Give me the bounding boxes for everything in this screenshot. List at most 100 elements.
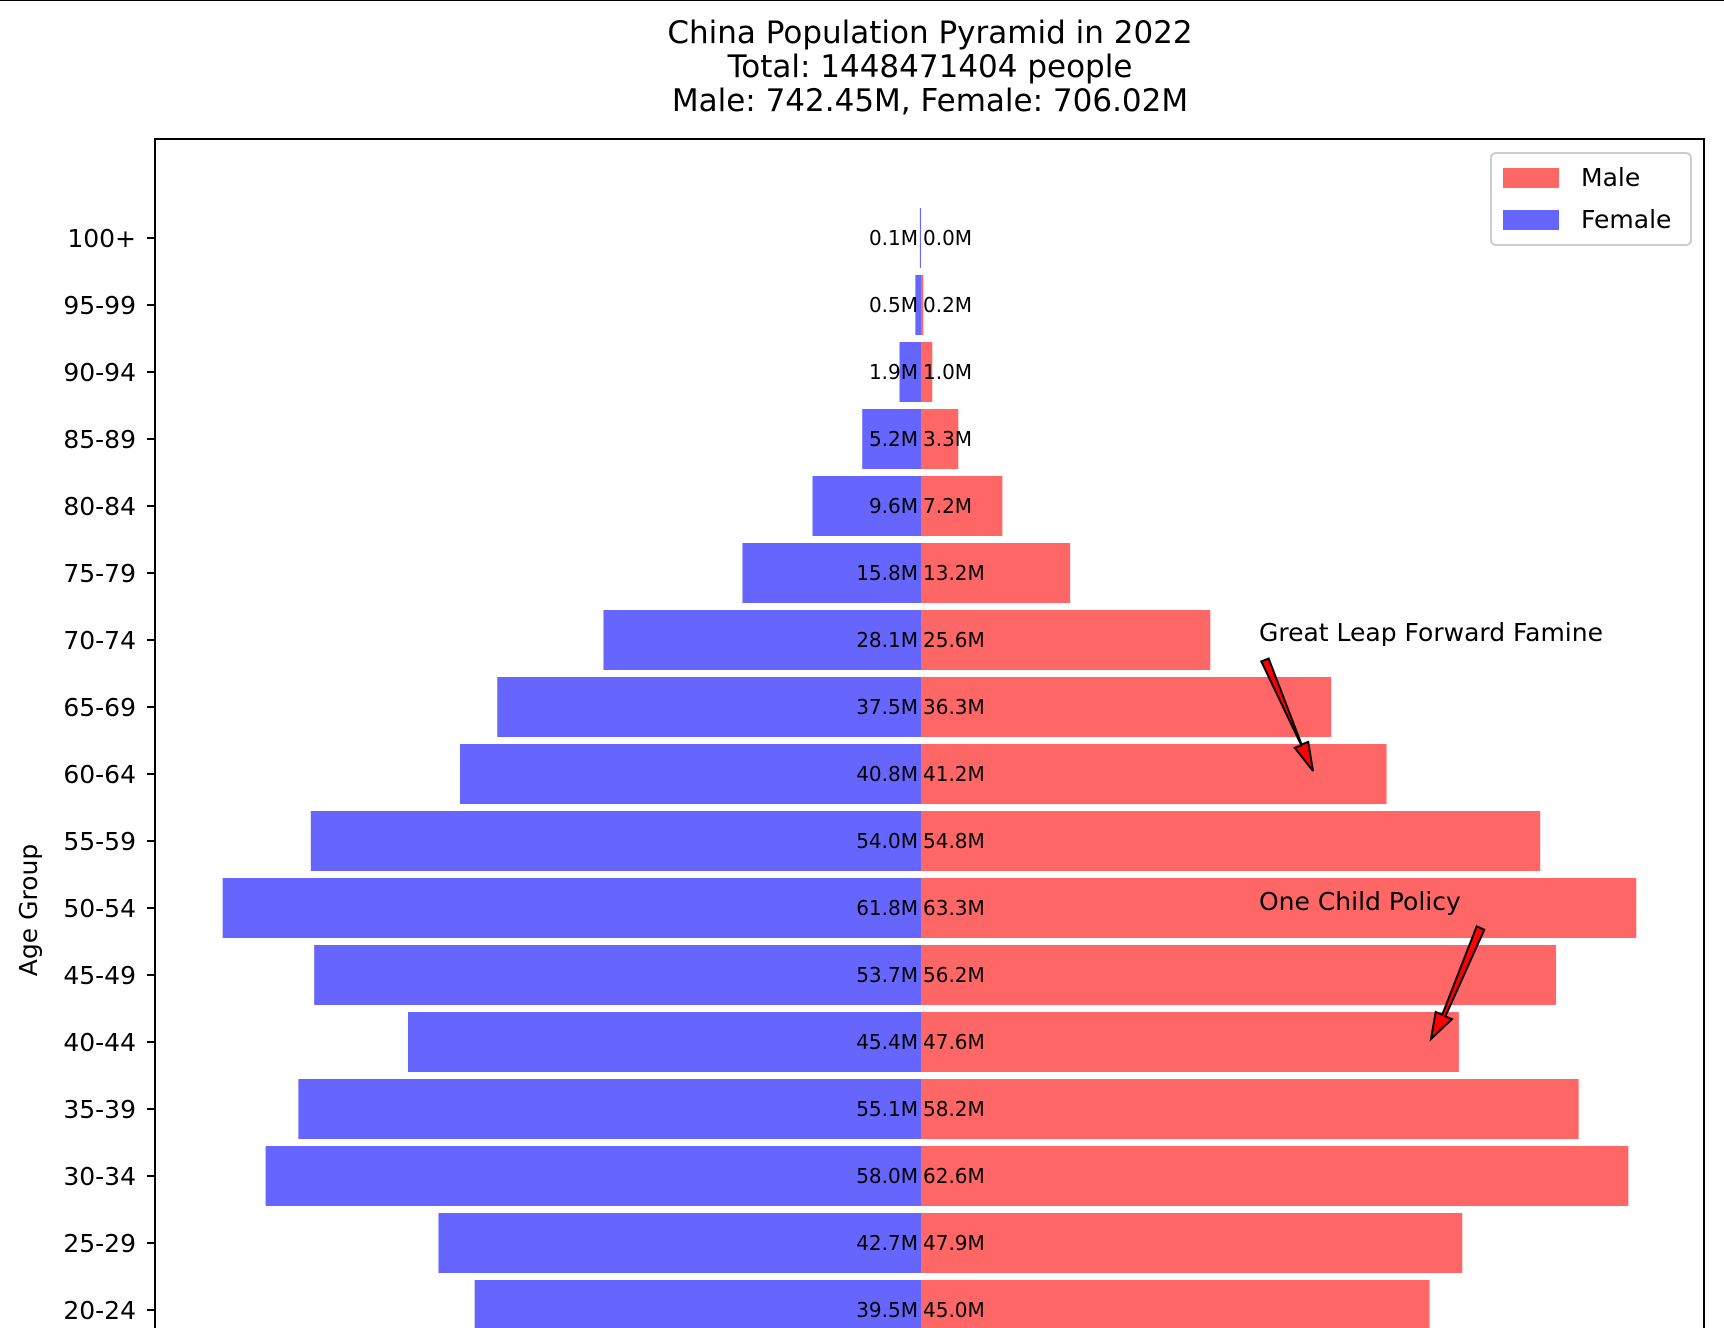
annotation-arrow xyxy=(1259,657,1314,772)
y-tick-label: 20-24 xyxy=(63,1296,136,1325)
bar-label-female: 55.1M xyxy=(856,1097,918,1121)
bar-label-female: 5.2M xyxy=(869,427,918,451)
bar-label-male: 7.2M xyxy=(923,494,972,518)
bar-female xyxy=(862,409,921,469)
y-tick-label: 90-94 xyxy=(63,358,136,387)
bar-female xyxy=(603,610,921,670)
bar-label-male: 3.3M xyxy=(923,427,972,451)
bar-label-female: 58.0M xyxy=(856,1164,918,1188)
bar-female xyxy=(899,342,921,402)
bar-male xyxy=(921,1213,1463,1273)
bar-label-female: 61.8M xyxy=(856,896,918,920)
bar-label-female: 45.4M xyxy=(856,1030,918,1054)
plot-frame xyxy=(154,138,1705,1328)
annotation-text: Great Leap Forward Famine xyxy=(1259,618,1603,647)
y-tick-label: 50-54 xyxy=(63,894,136,923)
bar-label-female: 0.5M xyxy=(869,293,918,317)
bar-label-male: 0.0M xyxy=(923,226,972,250)
bars-layer xyxy=(222,208,1637,1328)
bar-female xyxy=(298,1079,921,1139)
chart-title: China Population Pyramid in 2022 xyxy=(667,15,1193,51)
bar-female xyxy=(310,811,921,871)
bar-female xyxy=(407,1012,922,1072)
chart-subtitle-total: Total: 1448471404 people xyxy=(727,49,1133,85)
y-tick-label: 65-69 xyxy=(63,693,136,722)
bar-male xyxy=(921,677,1332,737)
bar-label-male: 63.3M xyxy=(923,896,985,920)
bar-male xyxy=(921,476,1003,536)
bar-label-female: 40.8M xyxy=(856,762,918,786)
bar-label-male: 58.2M xyxy=(923,1097,985,1121)
legend: Male Female xyxy=(1490,152,1692,246)
bar-label-male: 41.2M xyxy=(923,762,985,786)
bar-female xyxy=(314,945,921,1005)
bar-label-male: 13.2M xyxy=(923,561,985,585)
y-tick-label: 55-59 xyxy=(63,827,136,856)
annotation-text: One Child Policy xyxy=(1259,887,1461,916)
bar-label-female: 1.9M xyxy=(869,360,918,384)
y-tick-label: 35-39 xyxy=(63,1095,136,1124)
bar-label-male: 36.3M xyxy=(923,695,985,719)
annotation-one-child: One Child Policy xyxy=(1259,887,1486,1042)
y-axis-label: Age Group xyxy=(14,844,43,976)
y-axis-ticks: 100+ 95-99 90-94 85-89 80-84 75-79 70-74 65-69 6… xyxy=(63,224,155,1325)
legend-label-female: Female xyxy=(1581,205,1671,234)
bar-female xyxy=(915,275,921,335)
bar-label-female: 54.0M xyxy=(856,829,918,853)
bar-label-male: 56.2M xyxy=(923,963,985,987)
bar-label-female: 0.1M xyxy=(869,226,918,250)
bar-male xyxy=(921,409,959,469)
bar-male xyxy=(921,878,1637,938)
y-tick-label: 80-84 xyxy=(63,492,136,521)
bar-label-female: 39.5M xyxy=(856,1298,918,1322)
chart-subtitle-gender: Male: 742.45M, Female: 706.02M xyxy=(671,83,1189,119)
bar-female xyxy=(812,476,921,536)
bar-male xyxy=(921,811,1541,871)
bar-male xyxy=(921,275,924,335)
bar-label-male: 1.0M xyxy=(923,360,972,384)
bar-label-male: 25.6M xyxy=(923,628,985,652)
bar-labels-layer: 0.1M 0.0M 0.5M 0.2M 1.9M 1.0M 5.2M 3.3M 9.6M 7.2M… xyxy=(856,226,985,1322)
legend-swatch-female xyxy=(1503,210,1559,230)
bar-label-male: 47.6M xyxy=(923,1030,985,1054)
bar-male xyxy=(921,1280,1430,1328)
annotation-arrow xyxy=(1429,924,1486,1042)
bar-label-male: 62.6M xyxy=(923,1164,985,1188)
y-tick-label: 75-79 xyxy=(63,559,136,588)
bar-label-male: 54.8M xyxy=(923,829,985,853)
bar-female xyxy=(438,1213,921,1273)
bar-label-female: 37.5M xyxy=(856,695,918,719)
bar-label-female: 42.7M xyxy=(856,1231,918,1255)
y-tick-label: 85-89 xyxy=(63,425,136,454)
y-tick-label: 100+ xyxy=(67,224,136,253)
legend-label-male: Male xyxy=(1581,163,1640,192)
bar-female xyxy=(459,744,921,804)
bar-male xyxy=(921,744,1387,804)
legend-swatch-male xyxy=(1503,168,1559,188)
y-tick-label: 40-44 xyxy=(63,1028,136,1057)
bar-male xyxy=(921,610,1211,670)
y-tick-label: 30-34 xyxy=(63,1162,136,1191)
top-border xyxy=(0,0,1724,1)
bar-female xyxy=(497,677,921,737)
bar-label-male: 45.0M xyxy=(923,1298,985,1322)
bar-male xyxy=(921,1079,1579,1139)
bar-male xyxy=(921,342,933,402)
y-tick-label: 25-29 xyxy=(63,1229,136,1258)
bar-male xyxy=(921,543,1071,603)
bar-label-female: 28.1M xyxy=(856,628,918,652)
bar-label-male: 0.2M xyxy=(923,293,972,317)
bar-female xyxy=(919,208,921,268)
y-tick-label: 60-64 xyxy=(63,760,136,789)
y-tick-label: 70-74 xyxy=(63,626,136,655)
annotation-great-leap: Great Leap Forward Famine xyxy=(1259,618,1603,772)
bar-male xyxy=(921,1146,1629,1206)
bar-male xyxy=(921,1012,1459,1072)
bar-female xyxy=(265,1146,922,1206)
y-tick-label: 95-99 xyxy=(63,291,136,320)
bar-female xyxy=(222,878,921,938)
bar-female xyxy=(474,1280,921,1328)
bar-label-male: 47.9M xyxy=(923,1231,985,1255)
bar-label-female: 53.7M xyxy=(856,963,918,987)
